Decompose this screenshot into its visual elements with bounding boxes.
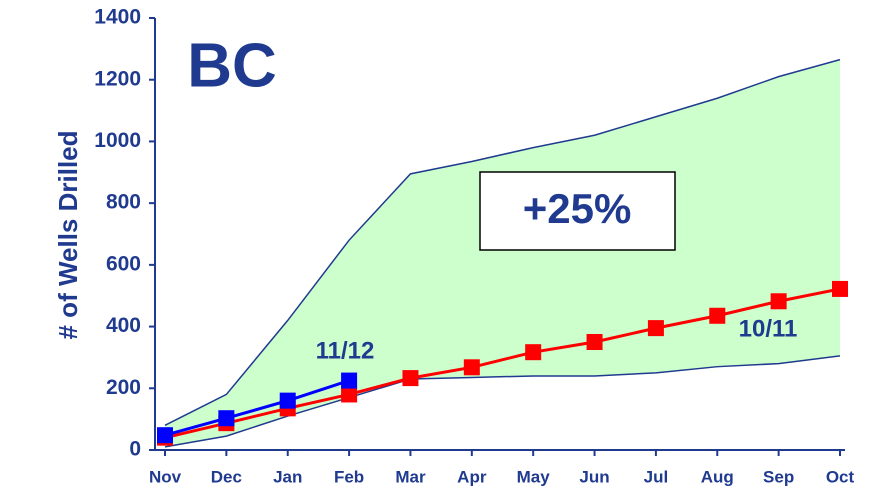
y-tick-label: 1400: [94, 6, 141, 29]
series-line: [164, 379, 350, 437]
y-tick-label: 800: [106, 191, 141, 214]
series-marker: [341, 372, 358, 389]
series-marker: [525, 344, 542, 361]
series-marker: [586, 334, 603, 350]
chart-title: BC: [187, 31, 277, 100]
band-lower-line: [164, 355, 841, 448]
x-tick-label: Apr: [457, 467, 487, 486]
series-marker: [402, 370, 419, 387]
x-tick-label: Jan: [273, 467, 302, 486]
x-tick-label: Mar: [395, 467, 426, 486]
series-line: [164, 287, 841, 440]
y-tick-label: 1000: [94, 129, 141, 152]
series-marker: [832, 280, 848, 297]
series-label: 11/12: [316, 337, 375, 364]
series-marker: [279, 392, 296, 409]
annotation-box: [479, 171, 676, 251]
series-label: 10/11: [739, 315, 798, 342]
x-tick-label: Nov: [149, 467, 182, 486]
x-tick-label: Sep: [763, 467, 794, 486]
x-tick-label: May: [517, 467, 551, 486]
y-tick-label: 600: [106, 252, 141, 275]
series-marker: [709, 307, 726, 324]
x-tick-label: Jul: [644, 467, 669, 486]
y-tick-label: 400: [106, 314, 141, 337]
annotation: +25%: [523, 185, 632, 232]
x-tick-label: Oct: [826, 467, 855, 486]
x-tick-label: Jun: [579, 467, 609, 486]
band-upper-line: [164, 58, 841, 426]
x-tick-label: Dec: [211, 467, 242, 486]
series-marker: [157, 427, 173, 444]
y-tick-label: 200: [106, 376, 141, 399]
y-axis-label: # of Wells Drilled: [53, 130, 83, 339]
y-tick-label: 1200: [94, 67, 141, 90]
x-tick-label: Aug: [701, 467, 734, 486]
series-marker: [218, 410, 235, 427]
series-marker: [647, 320, 664, 337]
band-area: [165, 59, 840, 447]
x-tick-label: Feb: [334, 467, 364, 486]
series-marker: [770, 293, 787, 310]
series-marker: [341, 386, 358, 403]
y-tick-label: 0: [129, 438, 141, 461]
series-marker: [463, 359, 480, 376]
